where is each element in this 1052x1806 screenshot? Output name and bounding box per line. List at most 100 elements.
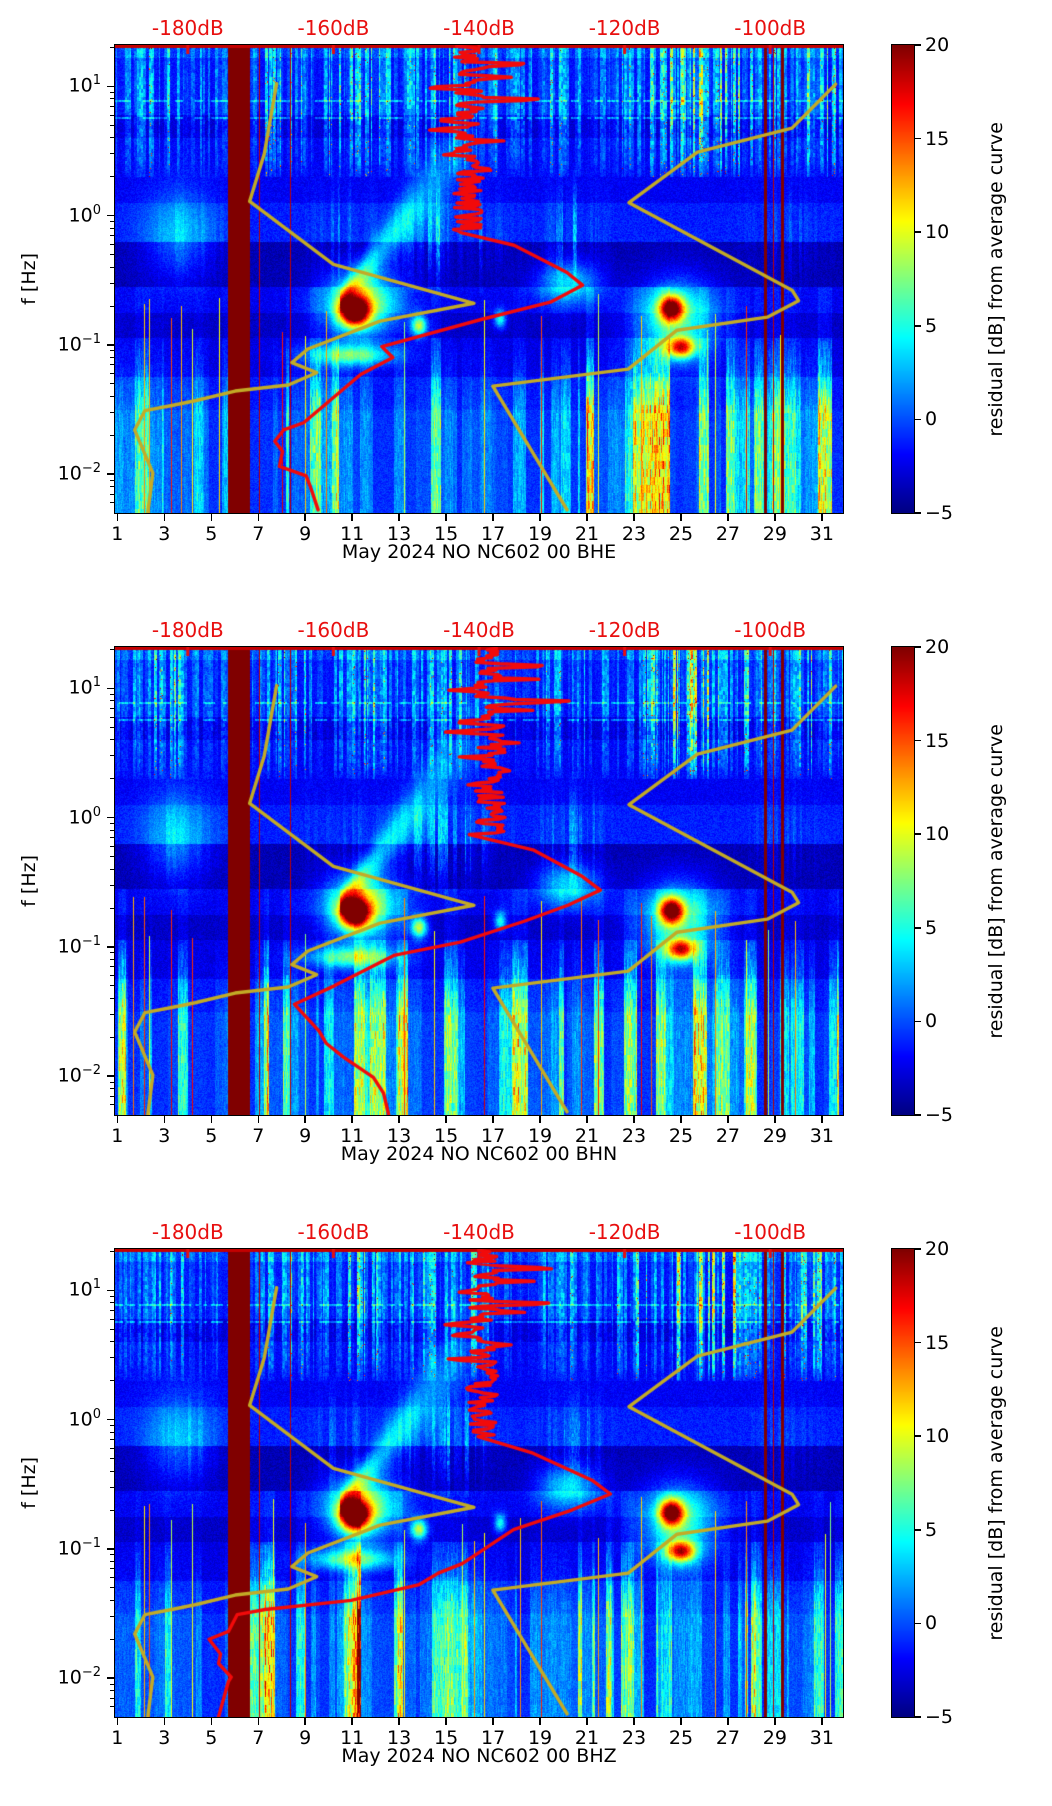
x-tick: [727, 1116, 729, 1123]
x-tick: [398, 1718, 400, 1725]
y-minor-tick: [110, 1690, 114, 1692]
x-tick-label: 9: [299, 523, 312, 545]
y-minor-tick: [110, 383, 114, 385]
x-tick-label: 15: [434, 1727, 459, 1749]
x-tick: [445, 514, 447, 521]
y-tick-label: 100: [68, 1406, 101, 1430]
x-tick: [398, 514, 400, 521]
top-axis-db-label: -120dB: [588, 618, 661, 642]
colorbar-tick-label: 0: [925, 1010, 938, 1033]
x-tick: [445, 1116, 447, 1123]
colorbar-label: residual [dB] from average curve: [985, 121, 1007, 437]
y-minor-tick: [110, 235, 114, 237]
colorbar-label: residual [dB] from average curve: [985, 1325, 1007, 1641]
y-axis-label: f [Hz]: [18, 1457, 40, 1509]
x-tick: [257, 1116, 259, 1123]
colorbar-tick: [915, 1248, 921, 1250]
y-minor-tick: [110, 1014, 114, 1016]
y-minor-tick: [110, 1599, 114, 1601]
x-tick: [680, 514, 682, 521]
top-axis-db-label: -180dB: [151, 618, 224, 642]
x-tick-label: 27: [715, 1727, 741, 1749]
y-tick: [107, 1418, 114, 1421]
x-tick-label: 13: [387, 1727, 412, 1749]
x-tick: [210, 1718, 213, 1725]
x-tick-label: 7: [252, 1727, 265, 1749]
colorbar: [891, 1248, 915, 1718]
y-tick-label: 101: [68, 73, 101, 97]
x-tick: [351, 1116, 353, 1123]
y-minor-tick: [110, 1250, 114, 1252]
y-minor-tick: [110, 124, 114, 126]
y-minor-tick: [110, 1577, 114, 1579]
top-axis-db-label: -140dB: [443, 16, 515, 40]
colorbar-tick: [915, 137, 921, 140]
x-tick: [821, 1116, 823, 1123]
x-tick-label: 13: [387, 1125, 412, 1147]
y-minor-tick: [110, 176, 114, 178]
y-tick-label: 100: [68, 202, 101, 226]
colorbar: [891, 44, 915, 514]
x-tick-label: 17: [480, 523, 506, 545]
y-minor-tick: [110, 98, 114, 100]
y-minor-tick: [110, 486, 114, 488]
colorbar-tick: [915, 512, 921, 514]
y-minor-tick: [110, 952, 114, 954]
y-minor-tick: [110, 356, 114, 358]
y-tick-label: 101: [68, 1277, 101, 1301]
y-minor-tick: [110, 700, 114, 702]
x-tick-label: 21: [574, 1727, 600, 1749]
y-minor-tick: [110, 1616, 114, 1618]
x-tick: [257, 1718, 259, 1725]
y-minor-tick: [110, 412, 114, 414]
y-tick: [107, 344, 114, 346]
x-tick: [586, 514, 588, 521]
x-tick: [257, 514, 259, 521]
x-tick-label: 1: [111, 1125, 124, 1147]
colorbar-gradient-canvas: [892, 45, 914, 513]
colorbar-tick: [915, 1114, 921, 1116]
y-minor-tick: [110, 884, 114, 886]
x-tick-label: 11: [340, 1125, 365, 1147]
y-minor-tick: [110, 1638, 114, 1640]
colorbar-tick-label: 0: [925, 408, 938, 431]
y-minor-tick: [110, 153, 114, 155]
colorbar-tick: [915, 1529, 921, 1531]
y-minor-tick: [110, 907, 114, 909]
y-minor-tick: [110, 46, 114, 48]
y-minor-tick: [110, 985, 114, 987]
top-axis-db-label: -160dB: [297, 1220, 370, 1244]
y-minor-tick: [110, 91, 114, 93]
y-minor-tick: [110, 648, 114, 650]
y-minor-tick: [110, 105, 114, 107]
x-tick-label: 31: [809, 523, 834, 545]
x-tick-label: 5: [205, 523, 218, 545]
x-tick: [492, 514, 494, 521]
x-tick: [586, 1718, 588, 1725]
x-tick: [351, 1718, 353, 1725]
colorbar-tick: [915, 418, 921, 421]
x-tick-label: 19: [527, 1727, 553, 1749]
colorbar-tick-label: 5: [925, 916, 938, 939]
x-tick: [163, 1116, 166, 1123]
y-tick: [107, 1289, 114, 1292]
colorbar-tick-label: 20: [925, 34, 950, 56]
x-tick-label: 3: [158, 523, 171, 545]
x-tick: [304, 1116, 306, 1123]
x-tick: [727, 514, 729, 521]
y-minor-tick: [110, 837, 114, 839]
x-tick: [586, 1116, 588, 1123]
x-tick-label: 17: [480, 1727, 506, 1749]
x-tick: [633, 1116, 635, 1123]
x-tick: [539, 1116, 541, 1123]
x-tick-label: 19: [527, 1125, 553, 1147]
y-tick: [107, 473, 114, 475]
x-tick-label: 17: [480, 1125, 506, 1147]
panel-title: May 2024 NO NC602 00 BHZ: [341, 1745, 617, 1767]
colorbar-tick-label: 10: [925, 1425, 950, 1448]
y-minor-tick: [110, 395, 114, 397]
y-tick-label: 101: [68, 675, 101, 699]
y-minor-tick: [110, 1302, 114, 1304]
y-minor-tick: [110, 1095, 114, 1097]
